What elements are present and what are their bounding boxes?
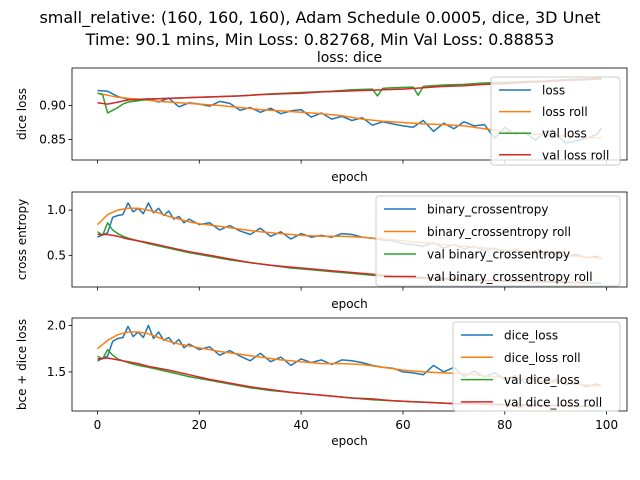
x-tick-label: 60 — [395, 418, 410, 432]
y-tick-label: 0.5 — [47, 248, 66, 262]
axes-frame — [71, 191, 628, 288]
y-axis-label: cross entropy — [15, 199, 29, 280]
y-axis-label: bce + dice loss — [15, 319, 29, 410]
legend-label-val-dice-loss-roll: val dice_loss roll — [504, 395, 602, 409]
legend-label-val-binary-crossentropy-roll: val binary_crossentropy roll — [427, 270, 593, 284]
legend-label-val-binary-crossentropy: val binary_crossentropy — [427, 248, 570, 262]
legend-label-val-loss: val loss — [542, 127, 587, 141]
suptitle-line-1: small_relative: (160, 160, 160), Adam Sc… — [39, 8, 600, 28]
x-tick-label: 0 — [94, 418, 102, 432]
legend-label-val-dice-loss: val dice_loss — [504, 373, 580, 387]
axes-frame — [71, 317, 628, 412]
cross-entropy-panel: 0.5 1.0 epoch cross entropy binary_crossentr… — [15, 191, 628, 311]
suptitle-line-2: Time: 90.1 mins, Min Loss: 0.82768, Min … — [85, 30, 555, 49]
x-tick-label: 100 — [595, 418, 618, 432]
legend-label-loss: loss — [542, 84, 565, 98]
legend-box — [490, 76, 621, 166]
x-axis-label: epoch — [331, 434, 368, 448]
legend-label-binary-crossentropy: binary_crossentropy — [427, 203, 548, 217]
x-tick-label: 80 — [497, 418, 512, 432]
legend-box — [375, 195, 621, 287]
x-tick-label: 40 — [293, 418, 308, 432]
y-tick-label: 1.5 — [47, 365, 66, 379]
legend-label-val-loss-roll: val loss roll — [542, 148, 609, 162]
x-tick-label: 20 — [192, 418, 207, 432]
legend-label-dice-loss-roll: dice_loss roll — [504, 351, 581, 365]
legend: binary_crossentropy binary_crossentropy r… — [375, 195, 621, 287]
legend-label-binary-crossentropy-roll: binary_crossentropy roll — [427, 225, 571, 239]
y-tick-label: 1.0 — [47, 203, 66, 217]
y-tick-label: 2.0 — [47, 318, 66, 332]
legend-label-dice-loss: dice_loss — [504, 329, 558, 343]
y-tick-label: 0.90 — [39, 98, 66, 112]
legend: dice_loss dice_loss roll val dice_lossval … — [452, 321, 621, 412]
axes-frame — [71, 67, 628, 161]
y-tick-label: 0.85 — [39, 133, 66, 147]
bce-dice-panel: 0 20 40 60 80 100 1.5 2.0 epoch bce + dice loss di… — [15, 317, 628, 448]
y-axis-label: dice loss — [15, 88, 29, 140]
legend-box — [452, 321, 621, 412]
legend: loss loss roll val loss val loss roll — [490, 76, 621, 166]
legend-label-loss-roll: loss roll — [542, 105, 588, 119]
x-axis-label: epoch — [331, 170, 368, 184]
axes-title: loss: dice — [317, 50, 382, 66]
x-axis-label: epoch — [331, 297, 368, 311]
